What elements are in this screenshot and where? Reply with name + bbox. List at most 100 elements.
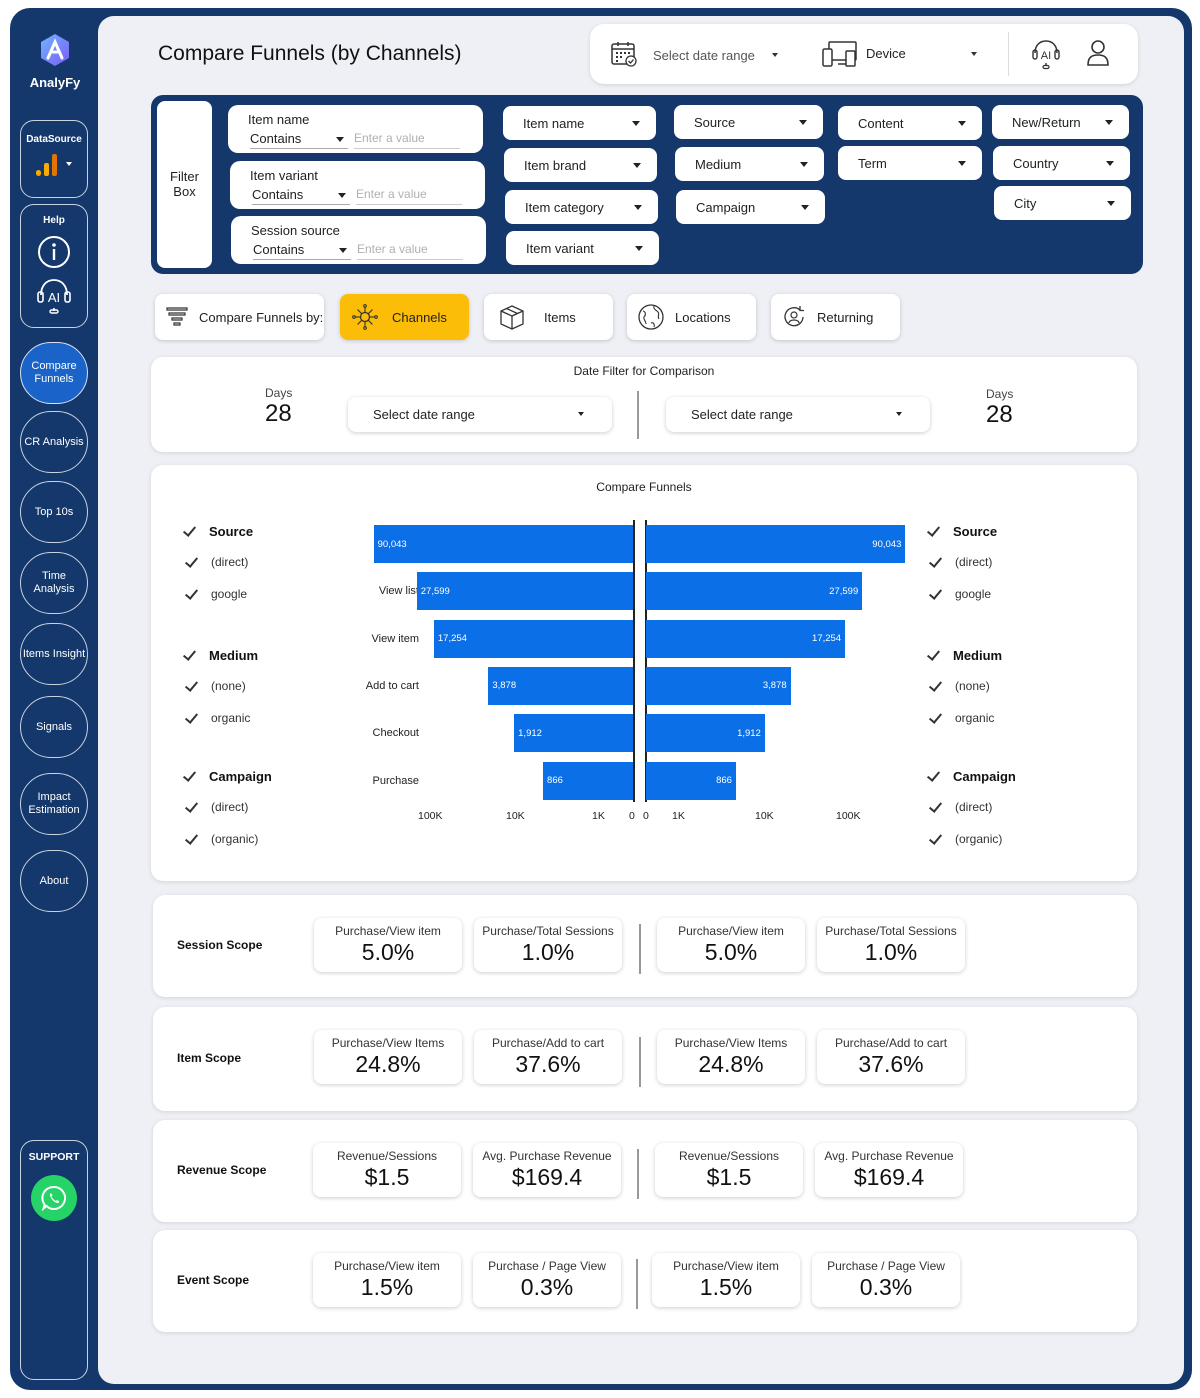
filter-group-header[interactable]: Source — [927, 523, 997, 539]
funnel-bar-right[interactable]: 17,254 — [646, 619, 846, 658]
city-dropdown[interactable]: City — [994, 186, 1131, 220]
funnel-bar-right[interactable]: 1,912 — [646, 714, 765, 753]
funnel-bar-left[interactable]: 90,043 — [373, 525, 633, 563]
filter-checkbox-item[interactable]: (direct) — [929, 799, 992, 815]
scope-card: Session Scope Purchase/View item 5.0% Purch… — [153, 895, 1137, 997]
filter-value-input[interactable]: Enter a value — [357, 242, 463, 260]
brand-logo[interactable]: AnalyFy — [22, 32, 88, 90]
filter-checkbox-item[interactable]: (organic) — [185, 831, 258, 847]
kpi-title: Purchase/Total Sessions — [825, 924, 957, 938]
filter-item-label: organic — [211, 711, 251, 725]
kpi-title: Purchase/View item — [334, 1259, 440, 1273]
new-return-dropdown[interactable]: New/Return — [992, 105, 1129, 139]
kpi-title: Purchase/Total Sessions — [482, 924, 614, 938]
kpi-value: 0.3% — [520, 1274, 574, 1300]
funnel-bar-left[interactable]: 17,254 — [433, 619, 633, 658]
ai-assistant-icon[interactable]: AI — [1030, 38, 1062, 70]
filter-checkbox-item[interactable]: organic — [929, 710, 994, 726]
funnel-bar-left[interactable]: 27,599 — [416, 572, 633, 611]
kpi-value: $169.4 — [511, 1164, 583, 1190]
funnel-bar-right[interactable]: 866 — [646, 761, 736, 800]
nav-time-analysis[interactable]: Time Analysis — [20, 552, 88, 614]
filter-value-input[interactable]: Enter a value — [354, 131, 460, 149]
funnel-stage-label: View item — [371, 632, 419, 645]
chevron-down-icon — [336, 137, 344, 142]
nav-top-10s[interactable]: Top 10s — [20, 481, 88, 543]
compare-returning-button[interactable]: Returning — [771, 294, 900, 340]
right-date-range-dropdown[interactable]: Select date range — [666, 397, 930, 432]
filter-checkbox-item[interactable]: (direct) — [929, 554, 992, 570]
nav-items-insight[interactable]: Items Insight — [20, 623, 88, 685]
funnel-bar-left[interactable]: 3,878 — [488, 666, 633, 705]
compare-locations-button[interactable]: Locations — [627, 294, 756, 340]
funnel-bar-right[interactable]: 90,043 — [646, 525, 906, 563]
term-dropdown[interactable]: Term — [838, 146, 982, 180]
funnel-bar-left[interactable]: 866 — [543, 761, 633, 800]
medium-dropdown[interactable]: Medium — [675, 147, 824, 181]
session-source-filter: Session source Contains Enter a value — [231, 216, 486, 264]
nav-cr-analysis[interactable]: CR Analysis — [20, 411, 88, 473]
scope-title: Event Scope — [177, 1273, 250, 1287]
header-device[interactable]: Device — [866, 46, 906, 61]
kpi-title: Avg. Purchase Revenue — [824, 1149, 954, 1163]
country-dropdown[interactable]: Country — [993, 146, 1130, 180]
filter-checkbox-item[interactable]: (none) — [185, 678, 246, 694]
funnel-bar-right[interactable]: 27,599 — [646, 572, 863, 611]
content-dropdown[interactable]: Content — [838, 106, 982, 140]
funnel-bar-right[interactable]: 3,878 — [646, 666, 791, 705]
filter-checkbox-item[interactable]: google — [185, 586, 247, 602]
funnel-axis-tick: 10K — [755, 810, 774, 822]
filter-operator-select[interactable]: Contains — [250, 131, 348, 149]
filter-group-header[interactable]: Source — [183, 523, 253, 539]
item-category-dropdown[interactable]: Item category — [505, 190, 658, 224]
analytics-icon — [36, 153, 72, 176]
filter-checkbox-item[interactable]: (organic) — [929, 831, 1002, 847]
kpi-tile: Avg. Purchase Revenue $169.4 — [815, 1143, 963, 1197]
filter-value-input[interactable]: Enter a value — [356, 187, 462, 205]
help-label: Help — [43, 215, 65, 226]
nav-label: Compare Funnels — [31, 360, 77, 385]
ai-assistant-icon[interactable]: AI — [33, 277, 75, 315]
filter-group-header[interactable]: Campaign — [927, 768, 1016, 784]
info-icon[interactable] — [37, 235, 71, 269]
nav-signals[interactable]: Signals — [20, 696, 88, 758]
scope-divider — [636, 1259, 638, 1309]
filter-checkbox-item[interactable]: google — [929, 586, 991, 602]
filter-group-header[interactable]: Medium — [927, 647, 1002, 663]
source-dropdown[interactable]: Source — [674, 105, 823, 139]
nav-compare-funnels[interactable]: Compare Funnels — [20, 342, 88, 404]
dropdown-label: New/Return — [1012, 114, 1081, 130]
filter-group-header[interactable]: Campaign — [183, 768, 272, 784]
chevron-down-icon — [635, 246, 643, 251]
dropdown-label: Campaign — [696, 199, 756, 215]
operator-value: Contains — [250, 131, 302, 146]
compare-funnels-card: Compare Funnels Source (direct) google Medi… — [151, 465, 1137, 881]
funnel-bar-left[interactable]: 1,912 — [514, 714, 633, 753]
nav-impact-estimation[interactable]: Impact Estimation — [20, 773, 88, 835]
whatsapp-button[interactable] — [31, 1175, 77, 1222]
filter-checkbox-item[interactable]: organic — [185, 710, 250, 726]
filter-checkbox-item[interactable]: (direct) — [185, 554, 248, 570]
user-profile-icon[interactable] — [1086, 39, 1110, 67]
datasource-selector[interactable]: DataSource — [20, 120, 88, 198]
chevron-down-icon[interactable] — [971, 52, 977, 56]
dropdown-label: Content — [858, 115, 904, 131]
filter-checkbox-item[interactable]: (direct) — [185, 799, 248, 815]
compare-channels-button[interactable]: Channels — [340, 294, 469, 340]
filter-checkbox-item[interactable]: (none) — [929, 678, 990, 694]
header-date-range[interactable]: Select date range — [653, 48, 755, 63]
filter-operator-select[interactable]: Contains — [252, 187, 350, 205]
item-name-dropdown[interactable]: Item name — [503, 106, 656, 140]
dropdown-label: Term — [858, 155, 887, 171]
compare-items-button[interactable]: Items — [484, 294, 613, 340]
kpi-title: Revenue/Sessions — [336, 1149, 438, 1163]
nav-about[interactable]: About — [20, 850, 88, 912]
campaign-dropdown[interactable]: Campaign — [676, 190, 825, 224]
chevron-down-icon[interactable] — [772, 53, 778, 57]
item-variant-dropdown[interactable]: Item variant — [506, 231, 659, 265]
filter-group-header[interactable]: Medium — [183, 647, 258, 663]
whatsapp-icon — [41, 1186, 66, 1212]
item-brand-dropdown[interactable]: Item brand — [504, 148, 657, 182]
filter-operator-select[interactable]: Contains — [253, 242, 351, 260]
left-date-range-dropdown[interactable]: Select date range — [348, 397, 612, 432]
